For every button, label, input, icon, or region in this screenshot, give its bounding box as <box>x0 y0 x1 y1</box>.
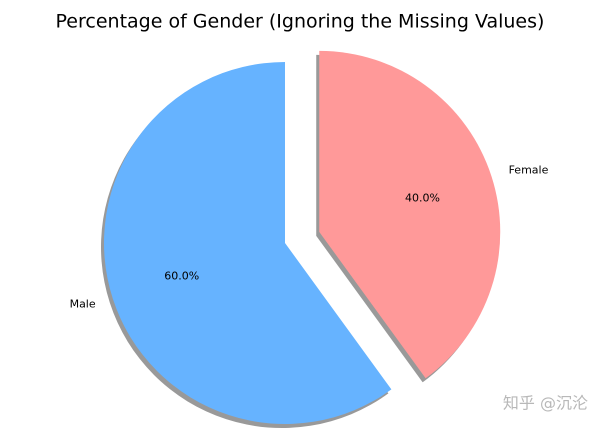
slice-label: Male <box>70 298 96 311</box>
slice-label: Female <box>509 163 549 176</box>
slice <box>103 62 392 425</box>
chart-title: Percentage of Gender (Ignoring the Missi… <box>56 11 545 33</box>
watermark: 知乎 @沉沦 <box>503 394 588 413</box>
slice <box>319 50 501 379</box>
value-label: 60.0% <box>164 270 199 283</box>
value-label: 40.0% <box>405 191 440 204</box>
